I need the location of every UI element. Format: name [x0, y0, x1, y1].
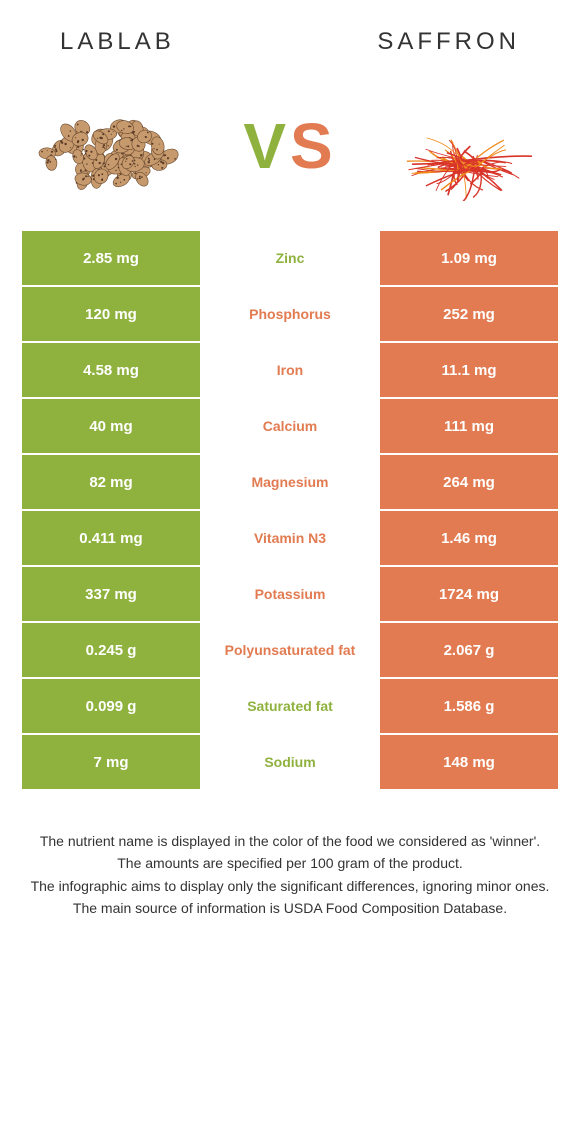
table-row: 2.85 mgZinc1.09 mg [22, 231, 558, 285]
value-left: 82 mg [22, 455, 200, 509]
value-left: 0.099 g [22, 679, 200, 733]
nutrient-name: Polyunsaturated fat [200, 623, 380, 677]
footer-line: The amounts are specified per 100 gram o… [28, 853, 552, 873]
value-right: 148 mg [380, 735, 558, 789]
nutrient-name: Phosphorus [200, 287, 380, 341]
value-right: 1.09 mg [380, 231, 558, 285]
value-left: 7 mg [22, 735, 200, 789]
value-right: 11.1 mg [380, 343, 558, 397]
footer-line: The main source of information is USDA F… [28, 898, 552, 918]
nutrient-name: Vitamin N3 [200, 511, 380, 565]
value-left: 4.58 mg [22, 343, 200, 397]
table-row: 40 mgCalcium111 mg [22, 399, 558, 453]
table-row: 82 mgMagnesium264 mg [22, 455, 558, 509]
value-right: 1.586 g [380, 679, 558, 733]
header: LABLAB SAFFRON [0, 0, 580, 76]
value-right: 111 mg [380, 399, 558, 453]
value-right: 2.067 g [380, 623, 558, 677]
value-left: 337 mg [22, 567, 200, 621]
nutrient-name: Zinc [200, 231, 380, 285]
value-right: 252 mg [380, 287, 558, 341]
title-right: SAFFRON [377, 28, 520, 56]
food-image-left [30, 91, 190, 201]
value-right: 264 mg [380, 455, 558, 509]
nutrient-name: Potassium [200, 567, 380, 621]
nutrient-name: Sodium [200, 735, 380, 789]
table-row: 337 mgPotassium1724 mg [22, 567, 558, 621]
nutrient-name: Iron [200, 343, 380, 397]
footer-line: The nutrient name is displayed in the co… [28, 831, 552, 851]
value-left: 120 mg [22, 287, 200, 341]
table-row: 0.411 mgVitamin N31.46 mg [22, 511, 558, 565]
value-left: 0.245 g [22, 623, 200, 677]
value-left: 40 mg [22, 399, 200, 453]
table-row: 120 mgPhosphorus252 mg [22, 287, 558, 341]
table-row: 4.58 mgIron11.1 mg [22, 343, 558, 397]
value-right: 1.46 mg [380, 511, 558, 565]
food-image-right [390, 91, 550, 201]
nutrient-name: Magnesium [200, 455, 380, 509]
value-left: 0.411 mg [22, 511, 200, 565]
nutrient-name: Calcium [200, 399, 380, 453]
table-row: 0.245 gPolyunsaturated fat2.067 g [22, 623, 558, 677]
comparison-table: 2.85 mgZinc1.09 mg120 mgPhosphorus252 mg… [0, 231, 580, 789]
footer-notes: The nutrient name is displayed in the co… [0, 791, 580, 940]
value-left: 2.85 mg [22, 231, 200, 285]
vs-row: VS [0, 76, 580, 231]
vs-label: VS [243, 109, 336, 183]
footer-line: The infographic aims to display only the… [28, 876, 552, 896]
table-row: 7 mgSodium148 mg [22, 735, 558, 789]
nutrient-name: Saturated fat [200, 679, 380, 733]
title-left: LABLAB [60, 28, 175, 56]
value-right: 1724 mg [380, 567, 558, 621]
table-row: 0.099 gSaturated fat1.586 g [22, 679, 558, 733]
